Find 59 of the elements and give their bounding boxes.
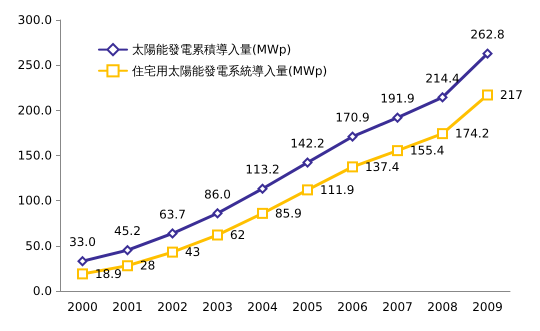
data-label: 28 [140,258,156,273]
point [257,208,268,219]
x-tick-label: 2008 [427,300,458,314]
y-tick-label: 0.0 [32,284,52,298]
data-label: 43 [185,245,200,260]
data-label: 191.9 [380,92,415,106]
data-label: 113.2 [245,162,280,177]
x-tick-label: 2002 [157,300,188,314]
point [122,245,132,256]
data-label: 217 [500,88,523,102]
data-label: 137.4 [365,160,400,174]
y-tick-label: 200.0 [18,103,52,118]
x-tick-label: 2003 [202,300,233,314]
x-tick-label: 2007 [382,300,413,314]
point [258,184,268,194]
point [482,48,492,59]
point [437,128,448,140]
x-tick-label: 2000 [67,300,98,314]
point [77,268,88,280]
point [482,89,493,100]
data-label: 155.4 [410,144,444,158]
point [348,132,358,142]
data-label: 62 [230,228,246,242]
point [302,184,313,196]
data-label: 18.9 [95,266,122,281]
data-label: 142.2 [290,136,325,151]
point [347,161,358,172]
x-tick-label: 2009 [472,300,503,314]
point [167,246,178,258]
point [122,260,133,272]
point [392,112,402,123]
data-label: 111.9 [320,182,354,197]
data-label: 33.0 [69,235,96,250]
data-label: 63.7 [159,207,186,222]
x-tick-label: 2005 [292,300,323,314]
x-tick-label: 2001 [112,300,143,314]
data-label: 85.9 [275,206,302,220]
data-label: 262.8 [470,28,505,42]
y-tick-label: 250.0 [18,58,52,72]
point [212,229,223,240]
point [168,228,178,238]
x-tick-label: 2006 [337,300,368,314]
x-tick-label: 2004 [247,300,278,314]
y-tick-label: 150.0 [18,148,52,162]
data-label: 170.9 [335,110,370,125]
point [78,256,88,266]
data-label: 174.2 [455,126,490,141]
legend-label: 住宅用太陽能發電系統導入量(MWp) [131,64,328,78]
y-tick-label: 100.0 [18,194,52,208]
point [438,92,448,102]
point [212,208,222,218]
point [392,145,403,156]
data-label: 86.0 [204,187,231,202]
data-label: 214.4 [425,71,460,86]
y-tick-label: 300.0 [18,13,52,27]
legend-label: 太陽能發電累積導入量(MWp) [132,42,292,57]
point [302,158,312,168]
y-tick-label: 50.0 [25,238,52,253]
data-label: 45.2 [114,224,141,238]
